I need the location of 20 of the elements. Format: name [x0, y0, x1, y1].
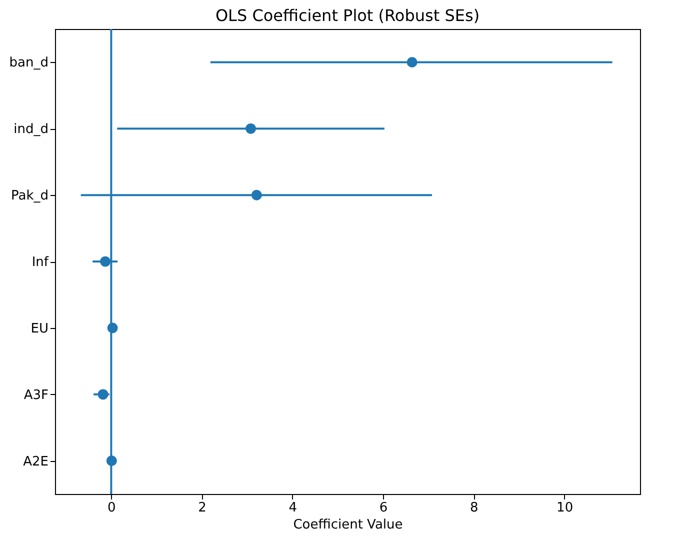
y-tick-label: EU	[30, 321, 48, 336]
y-tick-label: Inf	[32, 255, 49, 270]
y-tick-label: A3F	[24, 388, 48, 403]
chart-title: OLS Coefficient Plot (Robust SEs)	[215, 6, 480, 25]
point	[100, 256, 111, 267]
x-tick-label: 8	[470, 500, 478, 516]
y-tick-label: Pak_d	[10, 188, 48, 204]
point	[406, 56, 418, 68]
y-tick-label: ind_d	[14, 122, 48, 138]
point	[98, 389, 108, 400]
x-tick-label: 4	[288, 500, 298, 516]
y-tick-label: A2E	[23, 454, 48, 470]
point	[251, 190, 262, 200]
x-tick-label: 6	[379, 500, 388, 516]
x-tick-label: 10	[556, 500, 574, 516]
y-tick-label: ban_d	[9, 56, 48, 71]
x-tick-label: 0	[108, 500, 116, 516]
x-tick-label: 2	[198, 500, 206, 516]
x-axis-title: Coefficient Value	[293, 518, 403, 532]
point	[246, 123, 256, 134]
